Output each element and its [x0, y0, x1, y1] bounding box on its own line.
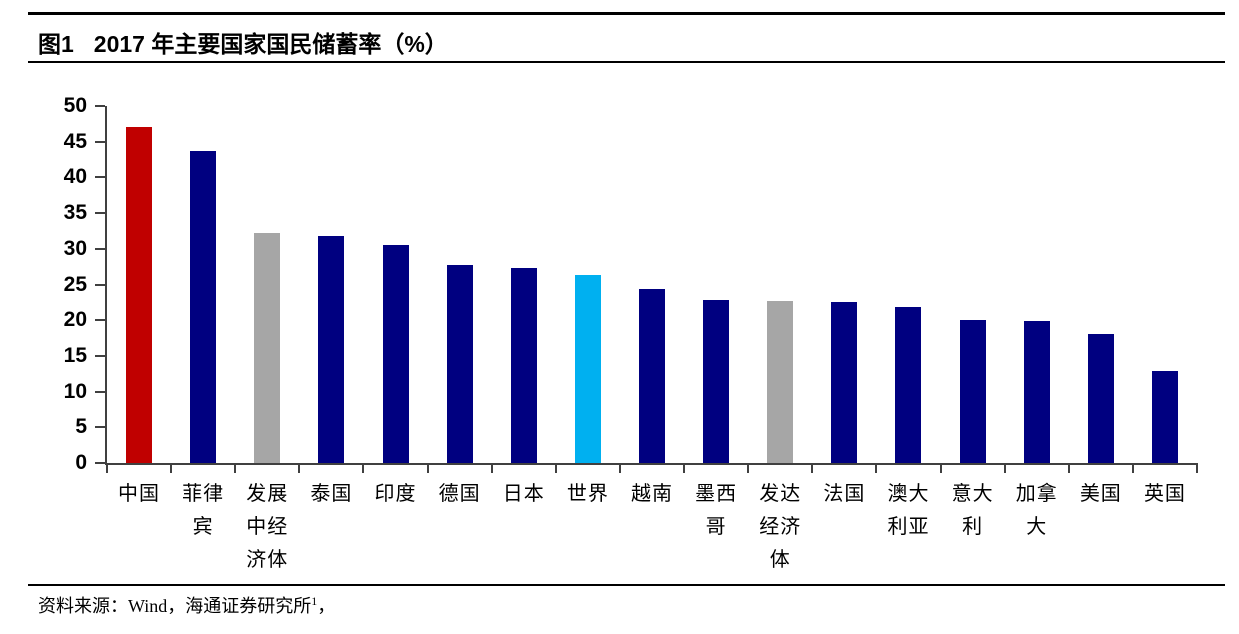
- y-axis-tick: [95, 354, 105, 357]
- x-axis-label: 发展中经济体: [246, 483, 289, 571]
- y-axis-tick: [95, 319, 105, 322]
- x-axis-tick: [170, 463, 173, 473]
- bar: [318, 235, 345, 463]
- bar: [574, 274, 601, 463]
- x-axis-tick: [362, 463, 365, 473]
- bar: [1023, 320, 1050, 463]
- title-underline: [28, 61, 1225, 63]
- bar: [126, 127, 153, 463]
- x-axis-label: 加拿大: [1015, 483, 1058, 538]
- y-axis-tick: [95, 176, 105, 179]
- x-axis-tick: [1067, 463, 1070, 473]
- chart-title-text: 2017 年主要国家国民储蓄率（%）: [93, 31, 448, 57]
- x-axis-label: 日本: [502, 483, 545, 505]
- x-axis-label: 英国: [1143, 483, 1186, 505]
- y-axis-label: 25: [63, 272, 87, 296]
- y-axis-tick: [95, 462, 105, 464]
- y-axis-tick: [95, 283, 105, 286]
- y-axis-tick: [95, 212, 105, 215]
- x-axis-label: 菲律宾: [182, 483, 225, 538]
- bar: [382, 244, 409, 463]
- x-axis-label: 澳大利亚: [887, 483, 930, 538]
- x-axis-tick: [683, 463, 686, 473]
- bar: [959, 320, 986, 463]
- y-axis-label: 30: [63, 236, 87, 260]
- x-axis-tick: [554, 463, 557, 473]
- footer-rule: [28, 584, 1225, 586]
- y-axis-label: 50: [63, 94, 87, 117]
- bar-chart-plot-area: 0 5 10 15 20 25 30 35 40 45 50 中国 菲律宾 发展中经济体 泰国 印度 德国 日本世…: [64, 94, 1198, 571]
- x-axis-tick: [234, 463, 237, 473]
- x-axis-tick: [426, 463, 429, 473]
- bar: [1151, 370, 1178, 463]
- source-footnote-ref: 1: [311, 594, 318, 608]
- x-axis-tick: [747, 463, 750, 473]
- x-axis-label: 发达经济体: [759, 483, 802, 571]
- y-axis-label: 0: [75, 451, 87, 474]
- y-axis-tick: [95, 247, 105, 250]
- y-axis-label: 45: [63, 129, 87, 153]
- bar: [254, 233, 281, 463]
- x-axis-tick: [1003, 463, 1006, 473]
- bar: [1087, 334, 1114, 463]
- source-note: 资料来源：Wind，海通证券研究所1，: [38, 592, 335, 618]
- bar: [767, 300, 794, 463]
- x-axis-label: 德国: [438, 483, 481, 505]
- y-axis-label: 20: [63, 308, 87, 332]
- x-axis-label: 法国: [823, 483, 866, 505]
- x-axis-tick: [490, 463, 493, 473]
- x-axis-tick: [811, 463, 814, 473]
- y-axis-label: 5: [75, 415, 87, 439]
- x-axis-tick: [1131, 463, 1134, 473]
- y-axis-label: 35: [63, 201, 87, 225]
- y-axis-tick: [95, 390, 105, 393]
- bar: [703, 300, 730, 463]
- y-axis-tick: [95, 105, 105, 107]
- source-text: 资料来源：Wind，海通证券研究所: [38, 596, 312, 616]
- x-axis-label: 中国: [118, 483, 161, 505]
- x-axis-label: 意大利: [951, 483, 994, 538]
- y-axis-tick: [95, 426, 105, 429]
- y-axis-label: 40: [63, 165, 87, 189]
- bar: [895, 307, 922, 463]
- x-axis-tick: [618, 463, 621, 473]
- x-axis-label: 美国: [1079, 483, 1122, 505]
- y-axis-label: 15: [63, 343, 87, 367]
- x-axis-label: 泰国: [310, 483, 353, 505]
- x-axis-tick: [939, 463, 942, 473]
- y-axis-label: 10: [63, 379, 87, 403]
- x-axis-tick: [106, 463, 108, 473]
- source-tail: ，: [317, 596, 336, 616]
- figure-label: 图1: [38, 31, 74, 57]
- x-axis-label: 越南: [631, 483, 673, 505]
- x-axis-tick: [1196, 463, 1198, 473]
- y-axis-tick: [95, 140, 105, 143]
- x-axis-label: 印度: [374, 483, 417, 505]
- x-axis-tick: [875, 463, 878, 473]
- x-axis-label: 世界: [566, 483, 609, 505]
- bar: [190, 150, 217, 463]
- bar: [510, 268, 537, 463]
- x-axis-tick: [298, 463, 301, 473]
- bar: [446, 264, 473, 463]
- chart-title: 图1 2017 年主要国家国民储蓄率（%）: [38, 25, 448, 59]
- x-axis-label: 墨西哥: [695, 483, 738, 538]
- bar: [831, 301, 858, 463]
- top-rule: [28, 12, 1225, 15]
- bar: [639, 288, 665, 463]
